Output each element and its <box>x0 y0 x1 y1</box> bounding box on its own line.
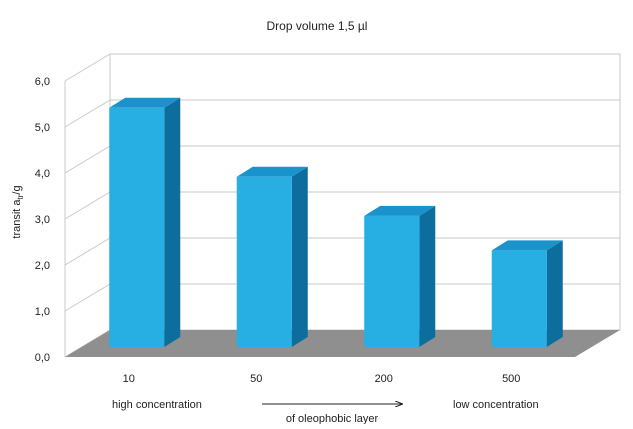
bar <box>364 205 436 347</box>
y-tick-label: 5,0 <box>35 122 50 134</box>
y-tick-label: 6,0 <box>35 76 50 88</box>
bar-side <box>164 97 181 347</box>
bar-front <box>236 176 292 347</box>
bar-top <box>491 240 563 251</box>
bar-front <box>109 107 165 347</box>
y-axis-ticks: 0,0 1,0 2,0 3,0 4,0 5,0 6,0 <box>35 76 50 364</box>
y-axis-label: transit atr/g <box>11 185 25 238</box>
bar-side <box>546 240 563 347</box>
bar <box>109 97 181 347</box>
y-tick-label: 1,0 <box>35 306 50 318</box>
grid-line <box>64 53 620 82</box>
y-tick-label: 0,0 <box>35 352 50 364</box>
bar-top <box>236 166 308 177</box>
bar <box>236 166 308 347</box>
floor-plane <box>65 330 620 357</box>
x-tick-label: 50 <box>250 373 262 385</box>
bar-side <box>291 166 308 347</box>
bars <box>109 97 563 347</box>
bar-top <box>364 205 436 216</box>
x-tick-label: 10 <box>123 373 135 385</box>
chart-floor <box>65 330 620 357</box>
chart-title: Drop volume 1,5 µl <box>267 19 368 33</box>
grid-line <box>64 99 620 128</box>
x-tick-label: 500 <box>502 373 520 385</box>
annotation-low-concentration: low concentration <box>453 399 539 411</box>
x-tick-label: 200 <box>375 373 393 385</box>
bar-top <box>109 97 181 108</box>
bar-side <box>419 205 436 347</box>
y-tick-label: 4,0 <box>35 168 50 180</box>
annotation-high-concentration: high concentration <box>112 399 202 411</box>
x-axis-ticks: 10 50 200 500 <box>123 373 521 385</box>
bar-front <box>491 250 547 347</box>
y-tick-label: 2,0 <box>35 260 50 272</box>
bar-front <box>364 215 420 347</box>
y-tick-label: 3,0 <box>35 214 50 226</box>
annotation-oleophobic-layer: of oleophobic layer <box>286 413 379 424</box>
bar <box>491 240 563 347</box>
